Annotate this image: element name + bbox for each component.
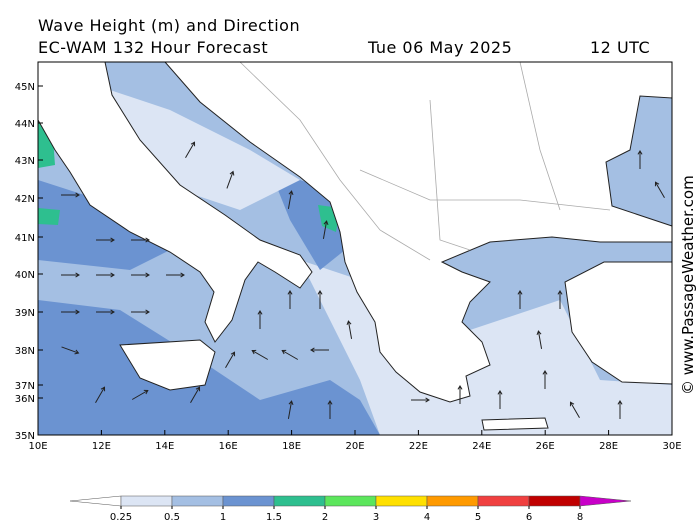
wave-arrow (131, 272, 150, 278)
wave-arrow (411, 397, 430, 403)
colorbar-segment (477, 495, 530, 507)
wave-arrow (287, 290, 293, 309)
lat-label: 40N (15, 270, 35, 281)
wave-arrow (346, 320, 353, 339)
wave-arrow (61, 346, 80, 355)
colorbar-label: 0.5 (164, 512, 180, 523)
land (37, 61, 673, 431)
lat-label: 44N (15, 119, 35, 130)
wave-arrow (287, 190, 294, 209)
colorbar-segment (579, 495, 632, 507)
wave-arrow (131, 309, 150, 315)
lat-label: 42N (15, 194, 35, 205)
lon-label: 26E (536, 441, 555, 452)
wave-arrow (497, 390, 503, 409)
colorbar-label: 2 (322, 512, 328, 523)
map-area (37, 61, 673, 436)
wave-arrow (281, 349, 299, 360)
wave-arrow (190, 386, 201, 404)
colorbar-label: 3 (373, 512, 379, 523)
lon-label: 10E (28, 441, 47, 452)
lon-label: 22E (409, 441, 428, 452)
colorbar-label: 6 (526, 512, 532, 523)
colorbar-label: 1.5 (266, 512, 282, 523)
lon-label: 18E (282, 441, 301, 452)
colorbar-segment (120, 495, 173, 507)
lon-label: 16E (219, 441, 238, 452)
model: EC-WAM 132 Hour Forecast (38, 38, 268, 57)
colorbar-segment (375, 495, 428, 507)
lat-label: 39N (15, 308, 35, 319)
wave-arrow (131, 389, 149, 400)
wave-arrow (536, 330, 543, 349)
wave-arrow (327, 400, 333, 419)
wave-arrow (317, 290, 323, 309)
lat-label: 45N (15, 82, 35, 93)
wave-arrow (185, 141, 196, 159)
wave-arrow (166, 272, 185, 278)
lat-label: 41N (15, 233, 35, 244)
colorbar-label: 4 (424, 512, 430, 523)
wave-arrow (557, 290, 563, 309)
borders (239, 61, 611, 261)
colorbar-label: 0.25 (110, 512, 132, 523)
lat-label: 36N (15, 394, 35, 405)
wave-arrow (517, 290, 523, 309)
lon-label: 14E (155, 441, 174, 452)
wave-arrow (654, 181, 665, 199)
wave-arrow (617, 400, 623, 419)
lon-label: 24E (472, 441, 491, 452)
lon-label: 20E (345, 441, 364, 452)
arrows (61, 141, 665, 419)
wave-arrow (226, 170, 235, 189)
wave-arrow (542, 370, 548, 389)
colorbar-segment (171, 495, 224, 507)
wave-arrow (96, 237, 115, 243)
lat-label: 35N (15, 431, 35, 442)
wave-arrow (569, 401, 580, 419)
lon-label: 28E (599, 441, 618, 452)
wave-arrow (95, 386, 106, 404)
colorbar-label: 8 (577, 512, 583, 523)
colorbar-segment (222, 495, 275, 507)
wave-arrow (322, 220, 329, 239)
colorbar-label: 1 (220, 512, 226, 523)
wave-arrow (96, 272, 115, 278)
wave-arrow (251, 349, 269, 360)
lat-label: 43N (15, 156, 35, 167)
colorbar-segment (69, 495, 122, 507)
lat-label: 38N (15, 346, 35, 357)
wave-arrow (637, 150, 643, 169)
colorbar-segment (324, 495, 377, 507)
credit: © www.PassageWeather.com (679, 175, 697, 395)
wave-arrow (457, 385, 463, 404)
time: 12 UTC (590, 38, 650, 57)
lon-label: 12E (92, 441, 111, 452)
wave-arrow (287, 400, 294, 419)
wave-arrow (61, 309, 80, 315)
wave-arrow (61, 272, 80, 278)
wave-arrow (225, 351, 236, 369)
date: Tue 06 May 2025 (367, 38, 512, 57)
wave-arrow (131, 237, 150, 243)
colorbar: 0.25 0.5 1 1.5 2 3 4 5 6 8 (69, 495, 632, 523)
sea-calm (110, 90, 300, 210)
colorbar-segment (426, 495, 479, 507)
lon-label: 30E (662, 441, 681, 452)
colorbar-segment (528, 495, 581, 507)
wave-arrow (257, 310, 263, 329)
lat-label: 37N (15, 381, 35, 392)
wave-arrow (310, 347, 329, 353)
wave-arrow (96, 309, 115, 315)
sea-rough (38, 180, 170, 270)
wave-arrow (61, 192, 80, 198)
title: Wave Height (m) and Direction (38, 16, 300, 35)
colorbar-label: 5 (475, 512, 481, 523)
colorbar-segment (273, 495, 326, 507)
